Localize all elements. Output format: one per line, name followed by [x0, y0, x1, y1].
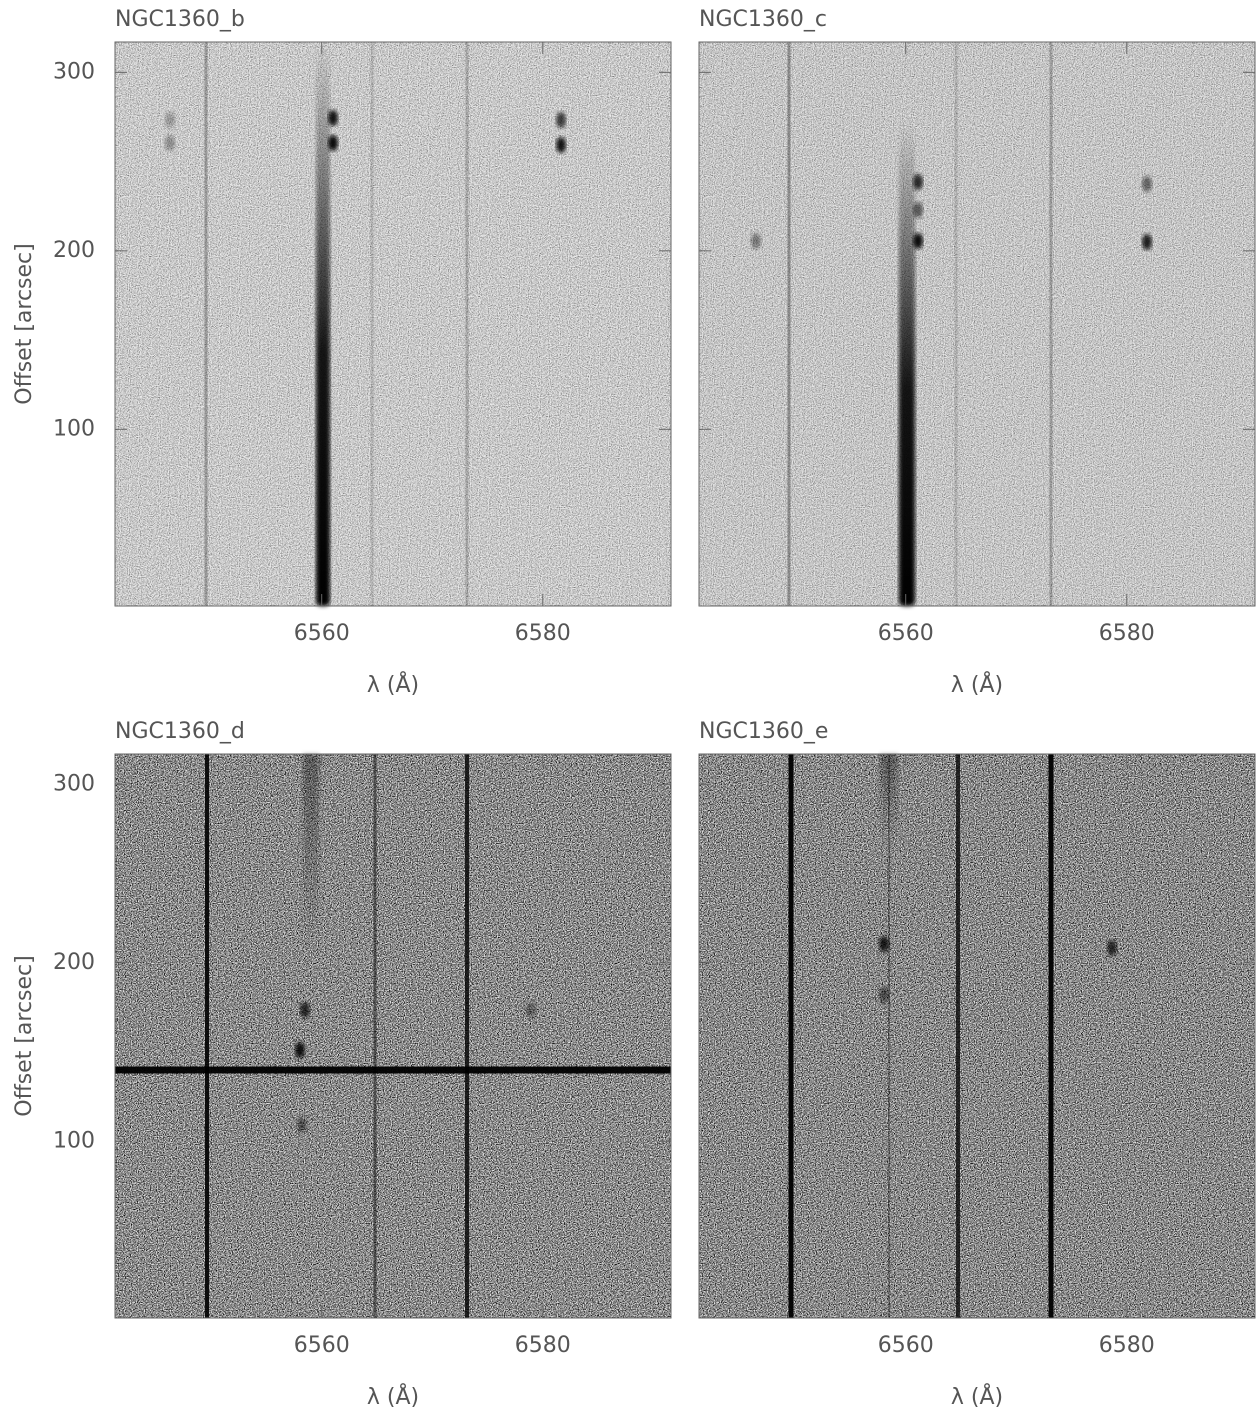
- knot: [328, 135, 338, 151]
- sky-line: [956, 754, 960, 1318]
- y-tick-label: 300: [53, 59, 95, 84]
- image-noise: [699, 42, 1255, 606]
- sky-line: [373, 754, 377, 1318]
- sky-line: [465, 42, 469, 606]
- x-tick-label: 6580: [1099, 1333, 1155, 1358]
- frame: [114, 41, 672, 607]
- knot: [1107, 940, 1117, 956]
- knot: [165, 135, 175, 151]
- y-tick-label: 100: [53, 416, 95, 441]
- panel: 6560 6580 NGC1360_e λ (Å): [698, 719, 1256, 1410]
- knot: [556, 137, 566, 153]
- y-axis-label: Offset [arcsec]: [12, 243, 37, 405]
- x-tick-label: 6560: [878, 1333, 934, 1358]
- frame: [698, 41, 1256, 607]
- x-tick-label: 6580: [515, 621, 571, 646]
- knot: [328, 110, 338, 126]
- panel-title: NGC1360_b: [115, 7, 245, 32]
- x-tick-label: 6580: [1099, 621, 1155, 646]
- knot: [913, 233, 923, 249]
- y-tick-label: 200: [53, 238, 95, 263]
- panel-title: NGC1360_e: [699, 719, 828, 744]
- knot: [297, 1117, 307, 1133]
- panel: 6560 6580 100 200 300 NGC1360_d λ (Å) Offset [a…: [12, 719, 672, 1410]
- panel-title: NGC1360_c: [699, 7, 827, 32]
- frame: [114, 753, 672, 1319]
- emission-line: [880, 754, 898, 844]
- sky-line: [888, 754, 890, 1318]
- y-axis-label: Offset [arcsec]: [12, 955, 37, 1117]
- x-tick-label: 6560: [294, 1333, 350, 1358]
- x-tick-label: 6560: [294, 621, 350, 646]
- image-noise: [115, 754, 671, 1318]
- x-axis-label: λ (Å): [367, 1383, 419, 1410]
- sky-line: [205, 754, 209, 1318]
- panel: 6560 6580 NGC1360_c λ (Å): [698, 7, 1256, 698]
- sky-line: [370, 42, 374, 606]
- x-tick-label: 6580: [515, 1333, 571, 1358]
- image-noise: [115, 42, 671, 606]
- knot: [295, 1042, 305, 1058]
- knot: [300, 1002, 310, 1018]
- sky-line: [1049, 42, 1053, 606]
- panel-title: NGC1360_d: [115, 719, 245, 744]
- frame: [698, 753, 1256, 1319]
- x-axis-label: λ (Å): [367, 671, 419, 698]
- knot: [913, 202, 923, 218]
- y-tick-label: 100: [53, 1128, 95, 1153]
- x-tick-label: 6560: [878, 621, 934, 646]
- sky-line: [954, 42, 958, 606]
- knot: [879, 936, 889, 952]
- knot: [1142, 234, 1152, 250]
- emission-line: [899, 122, 915, 606]
- image-noise: [699, 754, 1255, 1318]
- knot: [165, 112, 175, 128]
- sky-line: [204, 42, 208, 606]
- knot: [879, 987, 889, 1003]
- y-tick-label: 200: [53, 950, 95, 975]
- x-axis-label: λ (Å): [951, 1383, 1003, 1410]
- panel: 6560 6580 100 200 300 NGC1360_b λ (Å) Offset [a…: [12, 7, 672, 698]
- knot: [751, 233, 761, 249]
- emission-line: [316, 42, 330, 606]
- x-axis-label: λ (Å): [951, 671, 1003, 698]
- sky-line: [1048, 754, 1054, 1318]
- sky-line: [788, 754, 794, 1318]
- trail: [115, 1066, 671, 1074]
- knot: [556, 112, 566, 128]
- emission-line: [303, 754, 319, 954]
- knot: [913, 174, 923, 190]
- knot: [526, 1002, 536, 1018]
- sky-line: [787, 42, 791, 606]
- knot: [1142, 176, 1152, 192]
- sky-line: [465, 754, 469, 1318]
- y-tick-label: 300: [53, 771, 95, 796]
